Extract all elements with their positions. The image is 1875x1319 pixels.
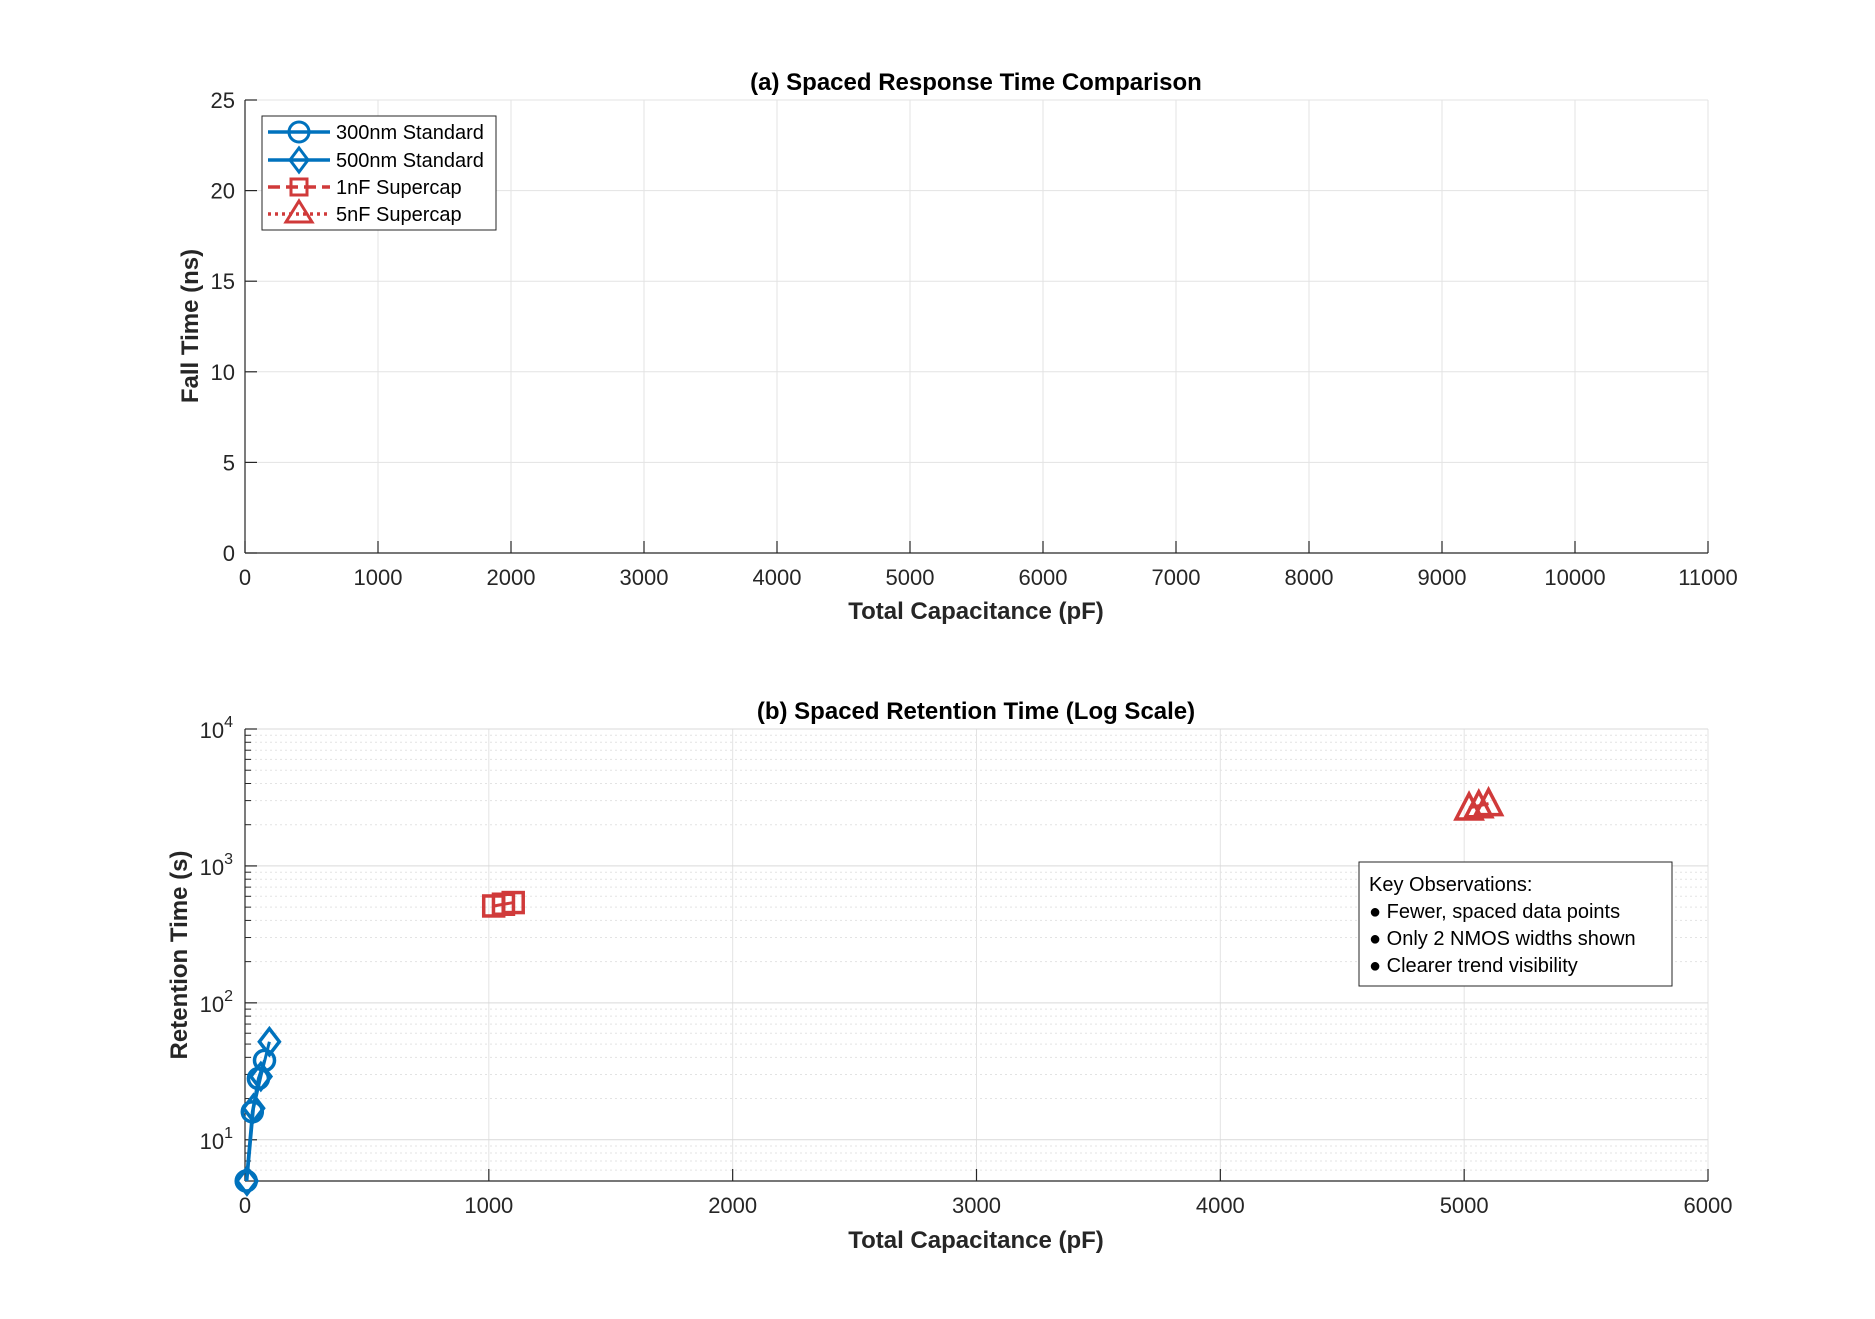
y-tick-base: 10: [200, 855, 224, 880]
y-tick-label: 104: [200, 714, 233, 743]
x-tick-label: 5000: [1440, 1193, 1489, 1218]
y-tick-label: 10: [211, 360, 235, 385]
x-tick-label: 0: [239, 565, 251, 590]
data-point-diamond: [248, 1060, 274, 1093]
x-tick-label: 10000: [1544, 565, 1605, 590]
chart-title-b: (b) Spaced Retention Time (Log Scale): [757, 698, 1195, 725]
y-tick-label: 102: [200, 988, 233, 1017]
x-axis-label-b: Total Capacitance (pF): [848, 1227, 1104, 1254]
y-tick-base: 10: [200, 992, 224, 1017]
x-tick-label: 8000: [1285, 565, 1334, 590]
y-tick-base: 10: [200, 718, 224, 743]
y-axis-label-a: Fall Time (ns): [177, 249, 204, 403]
x-tick-label: 3000: [620, 565, 669, 590]
data-point-square: [501, 890, 525, 915]
key-observations-box: Key Observations: ● Fewer, spaced data p…: [1358, 861, 1673, 987]
series-line: [245, 1041, 271, 1182]
y-tick-label: 25: [211, 88, 235, 113]
annotation-border: [1358, 861, 1673, 987]
y-tick-exponent: 1: [224, 1125, 233, 1142]
legend-label-5nf: 5nF Supercap: [336, 204, 462, 226]
legend-a: 300nm Standard 500nm Standard 1nF Superc…: [261, 115, 497, 231]
x-tick-label: 2000: [487, 565, 536, 590]
x-tick-label: 1000: [354, 565, 403, 590]
legend-label-300nm: 300nm Standard: [336, 122, 484, 144]
x-tick-label: 6000: [1684, 1193, 1733, 1218]
legend-marker-square: [289, 177, 309, 197]
series-diamond: [234, 1025, 282, 1197]
y-tick-label: 20: [211, 179, 235, 204]
data-point-triangle: [1472, 785, 1505, 817]
y-tick-exponent: 2: [224, 988, 233, 1005]
data-point-diamond: [234, 1165, 260, 1197]
y-tick-label: 103: [200, 851, 233, 880]
legend-entry-5nf: 5nF Supercap: [268, 198, 462, 226]
legend-label-1nf: 1nF Supercap: [336, 177, 462, 199]
data-point-triangle: [1462, 787, 1495, 819]
x-tick-label: 5000: [886, 565, 935, 590]
x-tick-label: 1000: [464, 1193, 513, 1218]
grid-a: [244, 99, 1709, 554]
annotation-item-1: ● Fewer, spaced data points: [1369, 901, 1620, 923]
y-tick-exponent: 3: [224, 851, 233, 868]
data-point-triangle: [1453, 790, 1485, 821]
legend-box: [261, 115, 497, 231]
x-tick-label: 11000: [1678, 565, 1738, 590]
subplot-a: 0 1000 2000 3000 4000 5000 6000 7000 8000 9000 100…: [177, 69, 1738, 625]
x-tick-label: 4000: [753, 565, 802, 590]
legend-entry-500nm: 500nm Standard: [268, 145, 484, 175]
y-tick-base: 10: [200, 1129, 224, 1154]
x-tick-label: 4000: [1196, 1193, 1245, 1218]
grid-b: [244, 728, 1709, 1181]
data-point-diamond: [257, 1025, 282, 1058]
x-tick-label: 7000: [1152, 565, 1201, 590]
x-tick-label: 3000: [952, 1193, 1001, 1218]
x-tick-label: 0: [239, 1193, 251, 1218]
y-axis-label-b: Retention Time (s): [166, 851, 193, 1060]
series-square: [481, 890, 525, 918]
data-point-diamond: [241, 1092, 266, 1125]
legend-entry-300nm: 300nm Standard: [268, 120, 484, 144]
annotation-title: Key Observations:: [1369, 874, 1532, 896]
x-axis-label-a: Total Capacitance (pF): [848, 598, 1104, 625]
x-tick-label: 6000: [1019, 565, 1068, 590]
series-b: [234, 785, 1505, 1197]
y-tick-label: 15: [211, 269, 235, 294]
y-tick-label: 101: [200, 1125, 233, 1154]
x-tick-label: 2000: [708, 1193, 757, 1218]
legend-marker-triangle: [283, 198, 315, 224]
legend-marker-diamond: [288, 145, 310, 175]
series-triangle: [1453, 785, 1505, 821]
legend-entry-1nf: 1nF Supercap: [268, 177, 462, 199]
y-tick-label: 5: [223, 450, 235, 475]
chart-title-a: (a) Spaced Response Time Comparison: [750, 69, 1202, 96]
ticks-a: 0 1000 2000 3000 4000 5000 6000 7000 8000 9000 100…: [211, 88, 1738, 590]
legend-marker-circle: [287, 120, 311, 144]
legend-label-500nm: 500nm Standard: [336, 150, 484, 172]
x-tick-label: 9000: [1418, 565, 1467, 590]
y-tick-label: 0: [223, 541, 235, 566]
annotation-item-2: ● Only 2 NMOS widths shown: [1369, 928, 1636, 950]
y-tick-exponent: 4: [224, 714, 233, 731]
annotation-item-3: ● Clearer trend visibility: [1369, 955, 1578, 977]
